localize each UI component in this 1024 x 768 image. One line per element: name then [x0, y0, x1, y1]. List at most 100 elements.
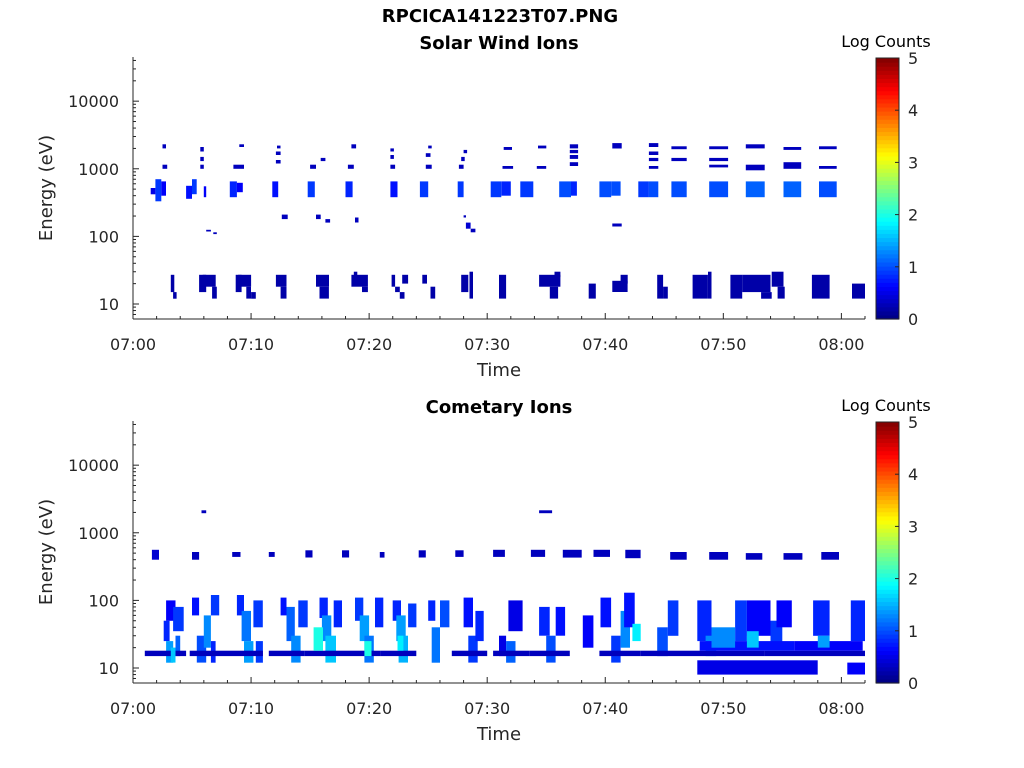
colorbar-segment — [876, 646, 899, 651]
colorbar-segment — [876, 196, 899, 202]
data-cell — [200, 156, 204, 162]
figure-title: RPCICA141223T07.PNG — [381, 6, 619, 27]
colorbar-segment — [876, 131, 899, 137]
data-cell — [569, 162, 579, 166]
data-cell — [251, 292, 256, 299]
colorbar-segment — [876, 261, 899, 267]
y-tick-label: 100 — [88, 227, 119, 246]
data-cell — [502, 166, 514, 169]
y-tick-label: 10 — [99, 659, 119, 678]
colorbar-segment — [876, 155, 899, 161]
data-cell — [440, 600, 450, 628]
x-tick-label: 07:30 — [464, 699, 510, 718]
colorbar-segment — [876, 135, 899, 141]
data-cell — [599, 181, 612, 198]
data-cell — [392, 600, 401, 621]
data-cell — [199, 274, 207, 293]
data-cell — [396, 615, 406, 642]
data-cell — [319, 286, 329, 299]
colorbar-segment — [876, 115, 899, 120]
colorbar-segment — [876, 217, 899, 222]
data-cell — [783, 181, 802, 198]
colorbar-segment — [876, 422, 899, 427]
data-cell — [298, 600, 308, 628]
colorbar-tick-label: 2 — [908, 206, 918, 225]
data-cell — [671, 157, 687, 162]
data-cell — [599, 650, 641, 657]
data-cell — [813, 600, 830, 636]
data-cell — [546, 635, 556, 663]
data-cell — [783, 162, 802, 169]
data-cell — [648, 181, 659, 198]
data-cell — [390, 155, 394, 159]
data-cell — [359, 615, 370, 642]
colorbar-segment — [876, 519, 899, 525]
data-cell — [162, 164, 168, 169]
data-cell — [173, 606, 184, 632]
data-cell — [539, 606, 550, 636]
data-cell — [549, 286, 559, 299]
data-cell — [418, 550, 426, 558]
x-tick-label: 07:50 — [700, 699, 746, 718]
colorbar-segment — [876, 450, 899, 456]
data-cell — [770, 620, 783, 648]
x-tick-label: 07:30 — [464, 335, 510, 354]
data-cell — [422, 274, 427, 284]
data-cell — [499, 274, 507, 299]
data-cell — [430, 286, 436, 299]
colorbar-segment — [876, 572, 899, 578]
data-cell — [819, 166, 837, 169]
colorbar-segment — [876, 225, 899, 230]
colorbar-segment — [876, 589, 899, 594]
colorbar-segment — [876, 184, 899, 190]
data-cell — [682, 650, 765, 657]
data-cell — [730, 274, 743, 299]
x-tick-label: 07:50 — [700, 335, 746, 354]
data-cell — [239, 144, 244, 147]
data-cell — [281, 214, 288, 220]
colorbar-segment — [876, 241, 899, 247]
colorbar-segment — [876, 454, 899, 460]
panel-solar-wind: 07:00 07:10 07:20 07:30 07:40 07:50 08:0010100… — [36, 32, 931, 381]
colorbar-segment — [876, 548, 899, 554]
data-cell — [375, 597, 384, 628]
data-cell — [319, 597, 328, 618]
colorbar-segment — [876, 662, 899, 668]
colorbar-tick-label: 4 — [908, 465, 918, 484]
data-cell — [612, 143, 622, 149]
data-cell — [709, 181, 729, 198]
data-cell — [200, 147, 204, 152]
data-cell — [310, 164, 316, 169]
data-cell — [582, 615, 594, 648]
colorbar-segment — [876, 62, 899, 67]
data-cell — [395, 286, 400, 293]
colorbar-segment — [876, 438, 899, 443]
colorbar-segment — [876, 286, 899, 292]
colorbar-tick-label: 5 — [908, 413, 918, 432]
colorbar-segment — [876, 479, 899, 484]
data-cell — [391, 274, 396, 287]
data-cell — [275, 160, 281, 164]
data-cell — [555, 606, 566, 636]
data-cell — [212, 286, 217, 299]
data-cell — [305, 550, 313, 558]
colorbar-segment — [876, 503, 899, 509]
data-cell — [819, 146, 837, 150]
data-cell — [345, 650, 381, 657]
data-cell — [465, 222, 471, 229]
data-cell — [428, 600, 436, 621]
colorbar-segment — [876, 634, 899, 639]
colorbar-segment — [876, 139, 899, 145]
data-cell — [671, 181, 687, 198]
colorbar-segment — [876, 605, 899, 611]
colorbar-segment — [876, 638, 899, 643]
data-cell — [709, 164, 729, 168]
data-cell — [671, 146, 687, 150]
colorbar-segment — [876, 257, 899, 263]
colorbar-segment — [876, 265, 899, 271]
data-cell — [475, 610, 484, 642]
data-cell — [536, 166, 547, 169]
colorbar-segment — [876, 495, 899, 501]
colorbar-segment — [876, 200, 899, 206]
